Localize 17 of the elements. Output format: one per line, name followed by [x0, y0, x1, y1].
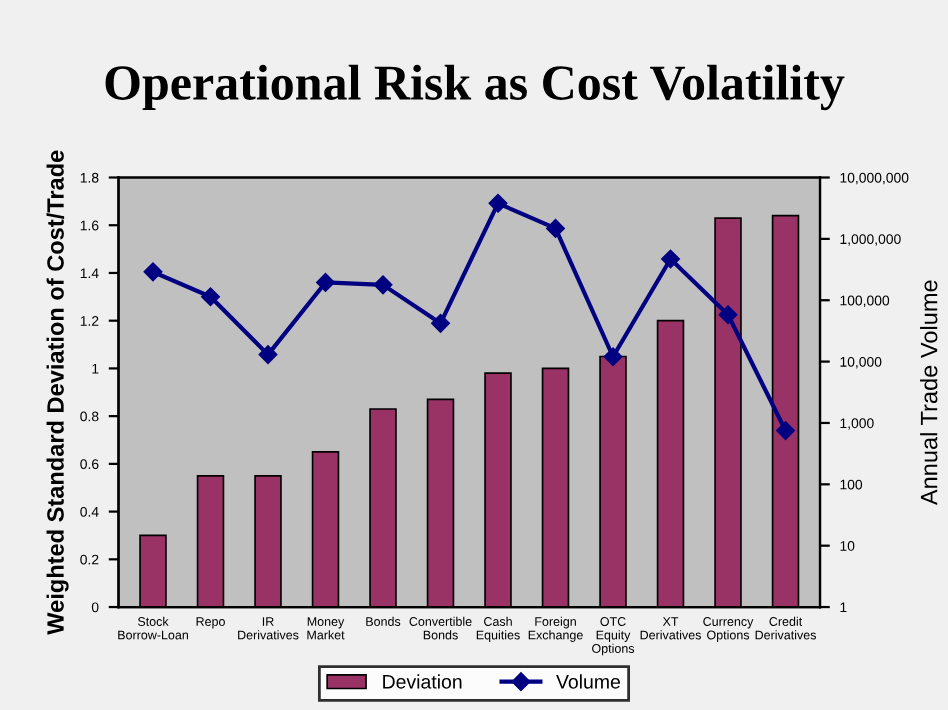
point: [431, 314, 450, 333]
point: [258, 345, 278, 364]
point: [373, 275, 393, 295]
point: [661, 249, 680, 269]
point: [546, 219, 565, 238]
point: [316, 273, 335, 292]
point: [603, 347, 623, 366]
y2-axis-title: Annual Trade Volume: [920, 280, 938, 506]
point: [488, 194, 508, 213]
y-axis-title: Weighted Standard Deviation of Cost/Trade: [46, 150, 69, 635]
point: [143, 262, 163, 282]
point: [201, 287, 220, 306]
legend-label: Volume: [556, 674, 620, 689]
point: [718, 305, 738, 324]
point: [776, 421, 795, 440]
chart-title: Operational Risk as Cost Volatility: [105, 64, 845, 111]
legend-label: Deviation: [383, 674, 462, 689]
